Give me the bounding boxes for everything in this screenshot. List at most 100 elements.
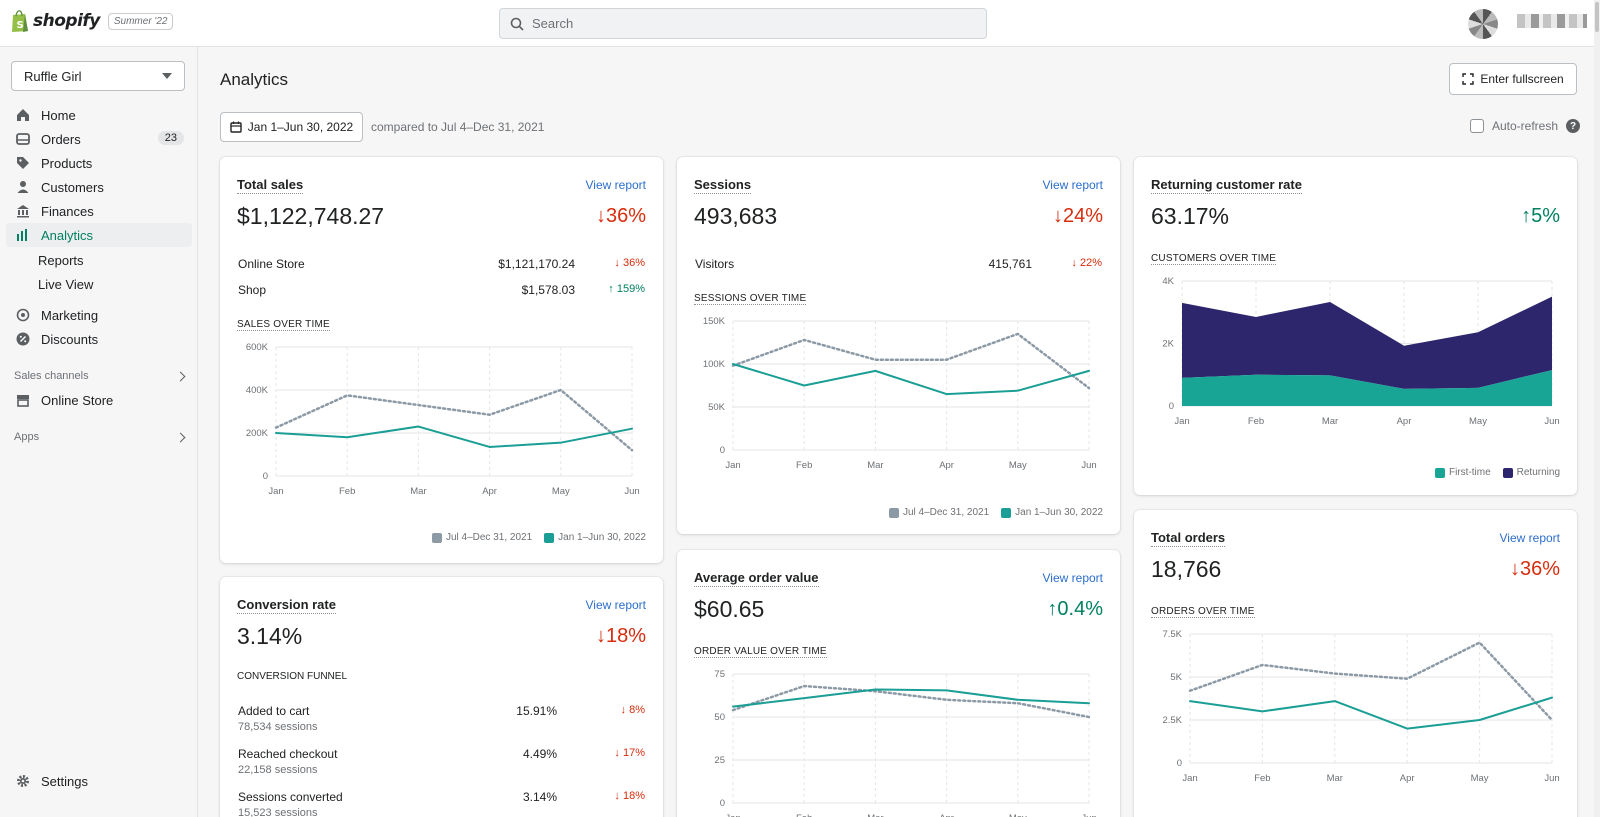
sidebar-item-label: Orders bbox=[41, 131, 81, 147]
average-order-value-card: Average order value View report $60.65 ↑… bbox=[677, 550, 1120, 817]
sidebar-item-home[interactable]: Home bbox=[6, 103, 192, 127]
card-title[interactable]: Total sales bbox=[237, 177, 304, 194]
conversion-rate-card: Conversion rate View report 3.14% ↓18% C… bbox=[220, 577, 663, 817]
date-range-button[interactable]: Jan 1–Jun 30, 2022 bbox=[220, 112, 363, 142]
legend-item-previous[interactable]: Jul 4–Dec 31, 2021 bbox=[888, 507, 989, 518]
chart-subtitle[interactable]: ORDER VALUE OVER TIME bbox=[694, 646, 827, 658]
chart-subtitle[interactable]: CUSTOMERS OVER TIME bbox=[1151, 253, 1277, 265]
view-report-link[interactable]: View report bbox=[1499, 531, 1560, 545]
chart-subtitle[interactable]: SALES OVER TIME bbox=[237, 319, 330, 331]
fullscreen-label: Enter fullscreen bbox=[1480, 72, 1564, 86]
sidebar-item-products[interactable]: Products bbox=[6, 151, 192, 175]
enter-fullscreen-button[interactable]: Enter fullscreen bbox=[1449, 63, 1577, 95]
scrollbar[interactable] bbox=[1594, 0, 1600, 817]
x-tick-label: Mar bbox=[867, 460, 883, 471]
y-tick-label: 600K bbox=[246, 342, 269, 353]
account-name-pixelated[interactable] bbox=[1517, 14, 1587, 28]
scrollbar-thumb[interactable] bbox=[1595, 2, 1599, 32]
sidebar-subitem-live-view[interactable]: Live View bbox=[38, 277, 94, 292]
view-report-link[interactable]: View report bbox=[585, 598, 646, 612]
y-tick-label: 0 bbox=[720, 445, 725, 456]
sessions-card: Sessions View report 493,683 ↓24% Visito… bbox=[677, 157, 1120, 534]
card-title[interactable]: Total orders bbox=[1151, 530, 1226, 547]
card-title[interactable]: Returning customer rate bbox=[1151, 177, 1302, 194]
funnel-sessions: 22,158 sessions bbox=[238, 764, 318, 776]
sidebar-subitem-reports[interactable]: Reports bbox=[38, 253, 84, 268]
aov-delta: ↑0.4% bbox=[1047, 598, 1103, 621]
x-tick-label: Jan bbox=[725, 460, 740, 471]
view-report-link[interactable]: View report bbox=[585, 178, 646, 192]
help-icon[interactable]: ? bbox=[1566, 119, 1581, 133]
card-title[interactable]: Conversion rate bbox=[237, 597, 336, 614]
auto-refresh-control[interactable]: Auto-refresh ? bbox=[1470, 119, 1581, 133]
avatar[interactable] bbox=[1468, 9, 1498, 39]
x-tick-label: Jun bbox=[624, 486, 639, 497]
arrow-up-icon: ↑ bbox=[1047, 598, 1058, 620]
apps-header[interactable]: Apps bbox=[14, 431, 186, 443]
store-name: Ruffle Girl bbox=[24, 68, 82, 84]
sidebar-item-analytics[interactable]: Analytics bbox=[6, 223, 192, 247]
conversion-rate-delta: ↓18% bbox=[596, 625, 646, 648]
row-delta: ↑ 159% bbox=[608, 283, 645, 295]
sidebar-item-discounts[interactable]: Discounts bbox=[6, 327, 192, 351]
x-tick-label: Mar bbox=[410, 486, 426, 497]
sidebar-item-marketing[interactable]: Marketing bbox=[6, 303, 192, 327]
legend-item-previous[interactable]: Jul 4–Dec 31, 2021 bbox=[431, 532, 532, 543]
sales-channels-label: Sales channels bbox=[14, 370, 89, 382]
sales-channels-header[interactable]: Sales channels bbox=[14, 370, 186, 382]
page-title: Analytics bbox=[220, 70, 289, 89]
home-icon bbox=[16, 108, 30, 122]
y-tick-label: 5K bbox=[1170, 672, 1182, 683]
sidebar-item-label: Discounts bbox=[41, 331, 99, 347]
tag-icon bbox=[16, 156, 30, 170]
sidebar-item-finances[interactable]: Finances bbox=[6, 199, 192, 223]
row-delta-value: 22% bbox=[1079, 257, 1102, 269]
legend-item-current[interactable]: Jan 1–Jun 30, 2022 bbox=[1001, 507, 1103, 518]
total-sales-card: Total sales View report $1,122,748.27 ↓3… bbox=[220, 157, 663, 563]
chevron-right-icon bbox=[175, 432, 186, 442]
chart-subtitle[interactable]: ORDERS OVER TIME bbox=[1151, 606, 1255, 618]
arrow-down-icon: ↓ bbox=[1052, 205, 1063, 227]
x-tick-label: May bbox=[1009, 813, 1027, 817]
sidebar-item-orders[interactable]: Orders 23 bbox=[6, 127, 192, 151]
funnel-delta-value: 18% bbox=[622, 790, 645, 802]
shopify-logo[interactable]: S shopify Summer '22 bbox=[10, 9, 174, 33]
x-tick-label: Apr bbox=[482, 486, 497, 497]
legend-item-current[interactable]: Jan 1–Jun 30, 2022 bbox=[544, 532, 646, 543]
sidebar-item-customers[interactable]: Customers bbox=[6, 175, 192, 199]
store-selector[interactable]: Ruffle Girl bbox=[11, 61, 185, 91]
funnel-label: Added to cart bbox=[238, 704, 310, 718]
chart-subtitle[interactable]: SESSIONS OVER TIME bbox=[694, 293, 807, 305]
search-input[interactable]: Search bbox=[499, 8, 987, 39]
sidebar-item-settings[interactable]: Settings bbox=[6, 769, 192, 793]
legend-item-first-time[interactable]: First-time bbox=[1434, 467, 1491, 478]
series-line-current bbox=[275, 425, 633, 448]
card-title[interactable]: Sessions bbox=[694, 177, 752, 194]
x-tick-label: Jan bbox=[268, 486, 283, 497]
auto-refresh-checkbox[interactable] bbox=[1470, 119, 1484, 133]
x-tick-label: Feb bbox=[339, 486, 355, 497]
y-tick-label: 0 bbox=[1169, 401, 1174, 412]
view-report-link[interactable]: View report bbox=[1042, 571, 1103, 585]
legend-label: Returning bbox=[1516, 467, 1560, 478]
legend-item-returning[interactable]: Returning bbox=[1502, 467, 1560, 478]
delta-value: 24% bbox=[1062, 205, 1103, 227]
chart-legend: Jul 4–Dec 31, 2021 Jan 1–Jun 30, 2022 bbox=[431, 532, 646, 543]
store-icon bbox=[16, 393, 30, 407]
view-report-link[interactable]: View report bbox=[1042, 178, 1103, 192]
row-value: 415,761 bbox=[988, 257, 1032, 271]
card-title[interactable]: Average order value bbox=[694, 570, 819, 587]
sidebar-item-label: Customers bbox=[41, 179, 104, 195]
legend-swatch bbox=[431, 532, 442, 543]
row-value: $1,121,170.24 bbox=[498, 257, 575, 271]
sidebar-item-label: Online Store bbox=[41, 392, 114, 408]
sidebar-item-label: Finances bbox=[41, 203, 94, 219]
y-tick-label: 2.5K bbox=[1162, 715, 1182, 726]
orders-count-badge: 23 bbox=[157, 131, 184, 145]
sidebar-item-online-store[interactable]: Online Store bbox=[6, 388, 192, 412]
y-tick-label: 0 bbox=[263, 471, 268, 482]
sessions-value: 493,683 bbox=[694, 203, 778, 229]
bar-chart-icon bbox=[16, 228, 30, 242]
funnel-label: Sessions converted bbox=[238, 790, 343, 804]
funnel-delta: ↓ 18% bbox=[614, 790, 645, 802]
